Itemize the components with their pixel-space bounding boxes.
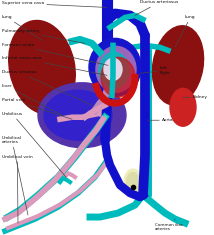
Text: Foramen ovale: Foramen ovale: [2, 43, 108, 65]
Text: Umbilical
arteries: Umbilical arteries: [2, 136, 28, 215]
Ellipse shape: [44, 90, 112, 140]
Text: Kidney: Kidney: [183, 95, 208, 99]
Text: Umbilical vein: Umbilical vein: [2, 155, 33, 223]
Text: Inferior vena cava: Inferior vena cava: [2, 56, 107, 75]
Ellipse shape: [99, 52, 129, 88]
Ellipse shape: [152, 26, 204, 105]
Ellipse shape: [38, 83, 126, 148]
Ellipse shape: [89, 38, 141, 96]
Ellipse shape: [170, 88, 196, 126]
Text: Ductus venosus: Ductus venosus: [2, 70, 92, 105]
Ellipse shape: [96, 46, 136, 92]
Text: Lung: Lung: [2, 16, 42, 40]
Text: Aorta: Aorta: [148, 118, 174, 122]
Ellipse shape: [101, 57, 135, 97]
Text: Common iliac
arteries: Common iliac arteries: [155, 219, 183, 231]
Text: Lung: Lung: [175, 16, 196, 47]
Ellipse shape: [126, 173, 140, 192]
Text: Liver: Liver: [2, 84, 62, 115]
Text: Superior vena cava: Superior vena cava: [2, 1, 107, 8]
Text: Ductus arteriosus: Ductus arteriosus: [135, 0, 178, 16]
Ellipse shape: [124, 169, 142, 195]
Text: Portal vein: Portal vein: [2, 98, 72, 119]
Text: Left
Right: Left Right: [140, 66, 171, 75]
Ellipse shape: [104, 58, 122, 80]
Text: Umbilicus: Umbilicus: [2, 112, 66, 177]
Text: Pulmonary artery: Pulmonary artery: [2, 29, 85, 43]
Ellipse shape: [9, 20, 75, 114]
